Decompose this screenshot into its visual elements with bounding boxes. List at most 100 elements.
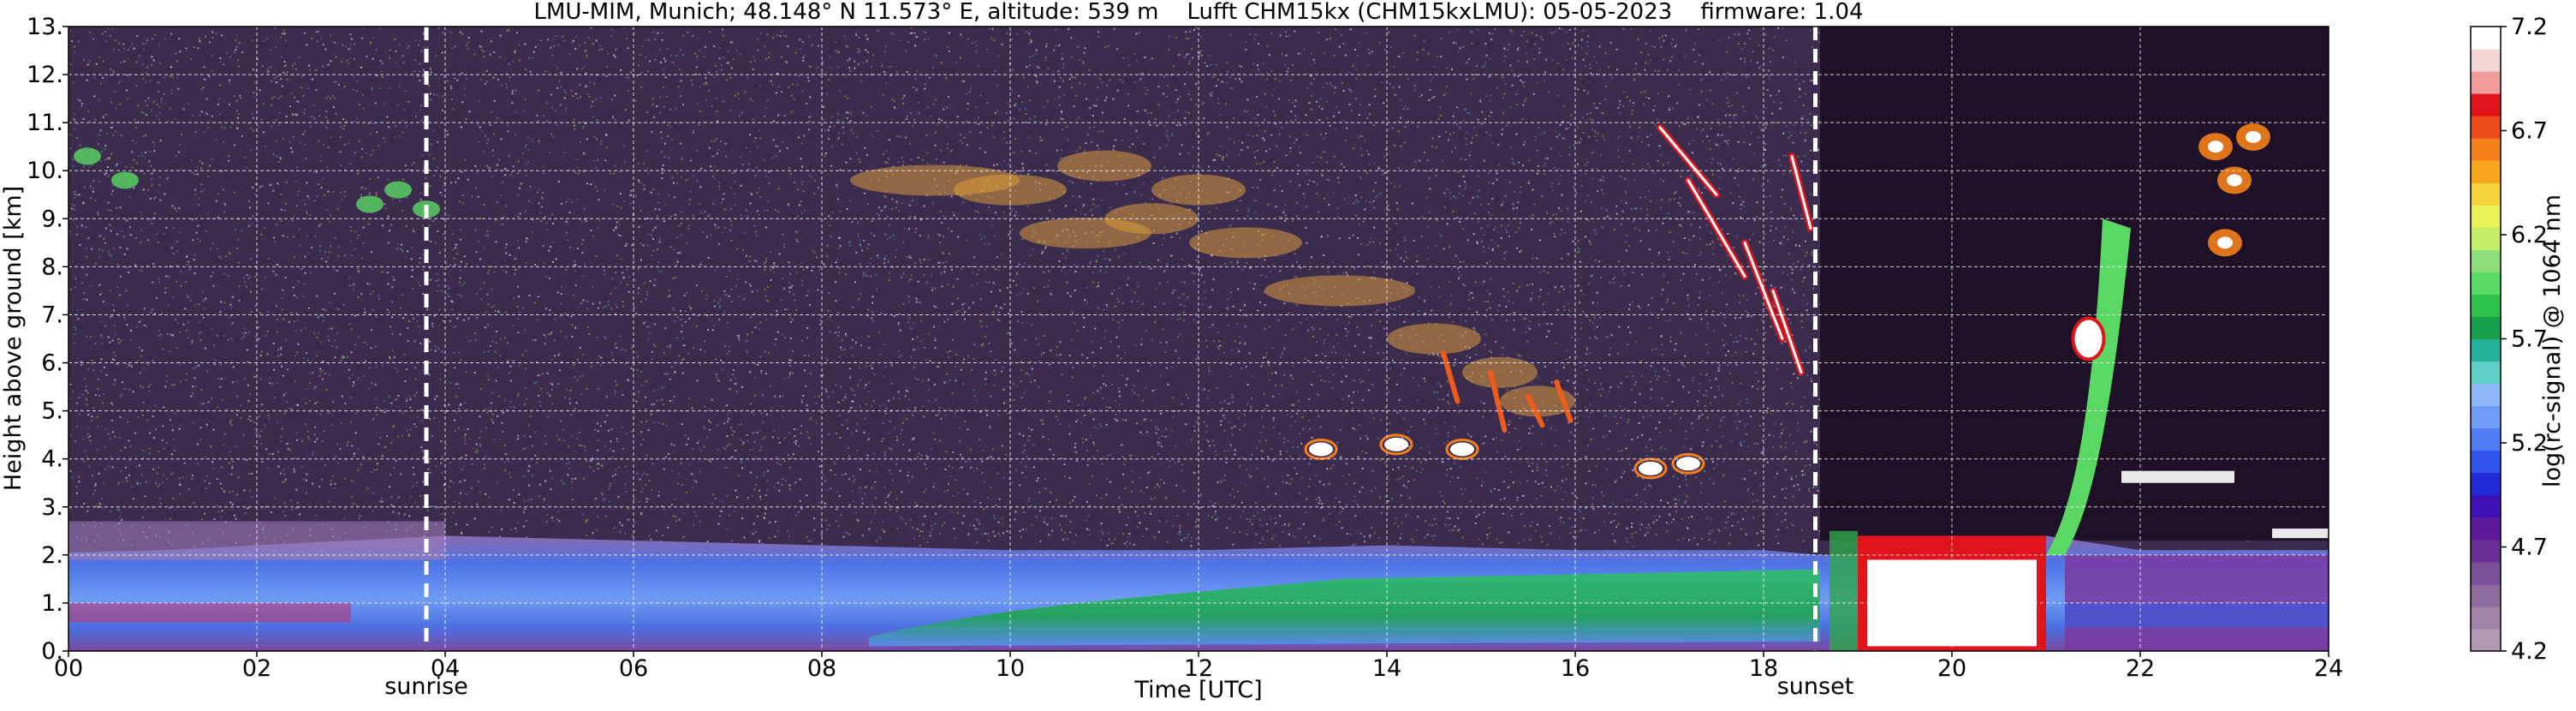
plot-area [68,27,2329,651]
x-tick-label: 14 [1372,655,1401,682]
y-tick-label: 5. [41,398,63,425]
colorbar-tick-label: 4.2 [2511,638,2548,665]
y-tick-label: 8. [41,254,63,280]
plume-cloud [2071,316,2106,361]
colorbar-segment [2471,116,2501,139]
colorbar-segment [2471,606,2501,630]
y-tick-label: 1. [41,590,63,617]
small-cloud-edge [1445,438,1479,460]
colorbar-segment [2471,517,2501,541]
x-axis-ticks: 00 02 04 06 08 10 12 14 16 18 20 22 24 [54,651,2343,682]
colorbar-segment [2471,450,2501,474]
grid-lines [68,27,2329,651]
night-low-band [2065,602,2329,627]
small-cloud [1384,437,1408,451]
cloud-streak-core [1658,126,1718,196]
small-cloud [1309,442,1333,457]
colorbar-segment [2471,405,2501,429]
y-axis-label: Height above ground [km] [0,186,27,491]
small-cloud [1450,442,1474,457]
y-tick-label: 2. [41,542,63,569]
cirrus-patch [1264,275,1415,307]
small-cloud-edge [1379,433,1413,456]
high-cloud-fragment [384,181,412,199]
y-tick-label: 12. [27,62,63,88]
cirrus-patch [1500,385,1575,417]
colorbar-tick-label: 6.2 [2511,222,2548,248]
fall-streak [1526,393,1545,428]
y-tick-label: 0. [41,638,63,665]
event-lines: sunrise sunset [384,27,1853,700]
colorbar-segment [2471,539,2501,563]
cirrus-patch [1104,203,1199,235]
x-tick-label: 06 [619,655,648,682]
fall-streak [1488,369,1508,433]
event-label-sunset: sunset [1777,673,1854,700]
colorbar-segment [2471,472,2501,496]
x-tick-label: 02 [242,655,271,682]
y-tick-label: 3. [41,494,63,521]
x-tick-label: 08 [807,655,836,682]
cirrus-patch [1387,323,1481,355]
y-tick-label: 9. [41,206,63,232]
high-cloud-fragment [74,147,101,165]
colorbar-tick-label: 6.7 [2511,118,2548,145]
colorbar-segment [2471,383,2501,407]
colorbar: 4.2 4.7 5.2 5.7 6.2 6.7 7.2 [2470,14,2548,665]
high-cloud-fragment [356,195,384,213]
colorbar-segment [2471,338,2501,362]
boundary-layer-top [68,521,445,560]
cirrus-patch [1057,150,1151,182]
colorbar-segment [2471,294,2501,317]
y-axis-ticks: 0. 1. 2. 3. 4. 5. 6. 7. 8. 9. 10. 11. 12. 13. [27,14,68,665]
colorbar-segment [2471,427,2501,451]
cloud-streak-core [1790,154,1812,230]
colorbar-segment [2471,49,2501,72]
colorbar-segment [2471,27,2501,50]
afternoon-mixed-layer [869,569,1820,647]
colorbar-tick-label: 5.7 [2511,326,2548,353]
chart-title: LMU-MIM, Munich; 48.148° N 11.573° E, al… [533,0,1863,25]
x-tick-label: 10 [996,655,1025,682]
colorbar-tick-label: 5.2 [2511,430,2548,457]
colorbar-segment [2471,227,2501,250]
night-dark-region [1820,27,2329,541]
y-tick-label: 6. [41,350,63,377]
x-tick-label: 16 [1561,655,1590,682]
small-cloud [1639,461,1663,475]
y-tick-label: 10. [27,158,63,184]
x-axis-label: Time [UTC] [1133,677,1262,703]
y-tick-label: 13. [27,14,63,40]
high-cloud-core [2217,236,2233,249]
x-tick-label: 20 [1937,655,1966,682]
cloud-streak-core [1771,289,1803,374]
cirrus-patch [1189,227,1302,259]
x-tick-label: 12 [1184,655,1213,682]
colorbar-tick-label: 7.2 [2511,14,2548,40]
colorbar-segment [2471,205,2501,228]
cloud-base-transition [1829,530,1858,651]
colorbar-segment [2471,361,2501,385]
colorbar-segment [2471,182,2501,206]
x-tick-label: 00 [54,655,83,682]
cirrus-patch [1462,356,1538,388]
rising-plume [2046,218,2131,555]
cloud-streak-core [1687,178,1746,278]
colorbar-segment [2471,93,2501,117]
colorbar-segment [2471,316,2501,339]
high-cloud-core [2246,130,2261,143]
x-tick-label: 04 [431,655,460,682]
y-tick-label: 11. [27,110,63,136]
high-cloud-core [2208,140,2223,153]
x-tick-label: 18 [1749,655,1778,682]
colorbar-segment [2471,272,2501,295]
colorbar-segment [2471,628,2501,652]
y-tick-label: 4. [41,446,63,473]
colorbar-segment [2471,561,2501,585]
low-layer-band [68,602,351,623]
colorbar-segment [2471,138,2501,161]
y-tick-label: 7. [41,302,63,328]
x-tick-label: 22 [2126,655,2155,682]
